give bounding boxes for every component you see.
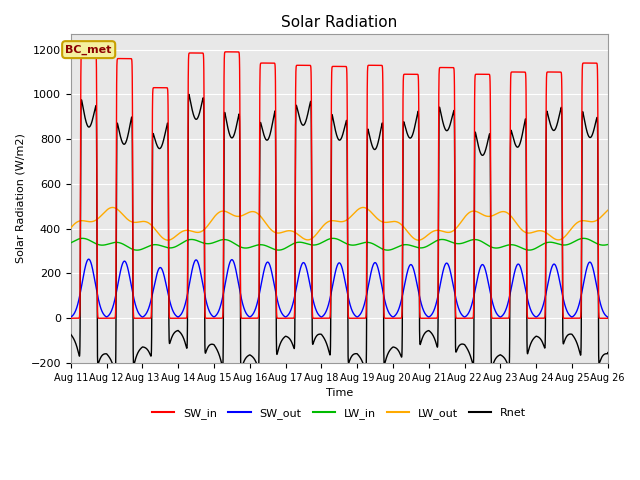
SW_in [83,47,91,52]
LW_in [384,247,392,253]
Rnet [196,109,204,115]
Rnet [532,333,540,339]
SW_in [67,315,75,321]
Line: LW_in: LW_in [71,239,608,250]
Rnet [111,369,119,375]
Line: LW_out: LW_out [71,207,608,240]
LW_in [67,240,75,246]
SW_in [196,50,204,56]
LW_out [415,237,422,243]
Y-axis label: Solar Radiation (W/m2): Solar Radiation (W/m2) [15,133,25,264]
LW_out [532,228,540,234]
LW_out [196,229,204,235]
X-axis label: Time: Time [326,388,353,398]
SW_out [196,265,204,271]
Rnet [84,123,92,129]
Rnet [185,92,193,97]
SW_out [125,272,133,278]
LW_out [359,204,367,210]
LW_out [67,225,75,231]
Rnet [125,126,133,132]
SW_out [351,312,358,318]
SW_in [604,315,612,321]
Rnet [67,332,75,337]
LW_out [125,218,133,224]
SW_in [125,56,133,61]
SW_out [84,257,92,263]
LW_in [351,242,358,248]
Rnet [604,349,612,355]
LW_in [604,241,612,247]
LW_in [185,237,193,243]
LW_out [84,218,92,224]
LW_in [532,245,540,251]
Line: SW_out: SW_out [71,259,608,318]
Rnet [351,351,358,357]
SW_out [85,256,93,262]
SW_in [351,315,358,321]
SW_in [532,315,540,321]
SW_out [67,314,75,320]
LW_out [604,207,612,213]
Line: Rnet: Rnet [71,95,608,372]
LW_in [196,239,204,244]
Title: Solar Radiation: Solar Radiation [281,15,397,30]
LW_out [351,210,358,216]
Line: SW_in: SW_in [71,49,608,318]
Legend: SW_in, SW_out, LW_in, LW_out, Rnet: SW_in, SW_out, LW_in, LW_out, Rnet [148,404,531,423]
LW_out [185,228,193,233]
LW_in [79,236,86,241]
SW_out [532,314,540,320]
SW_out [604,315,612,321]
Text: BC_met: BC_met [65,45,112,55]
LW_in [125,245,133,251]
SW_in [185,54,193,60]
SW_out [185,286,193,291]
LW_in [84,237,92,242]
SW_in [84,47,92,52]
Rnet [185,94,193,99]
